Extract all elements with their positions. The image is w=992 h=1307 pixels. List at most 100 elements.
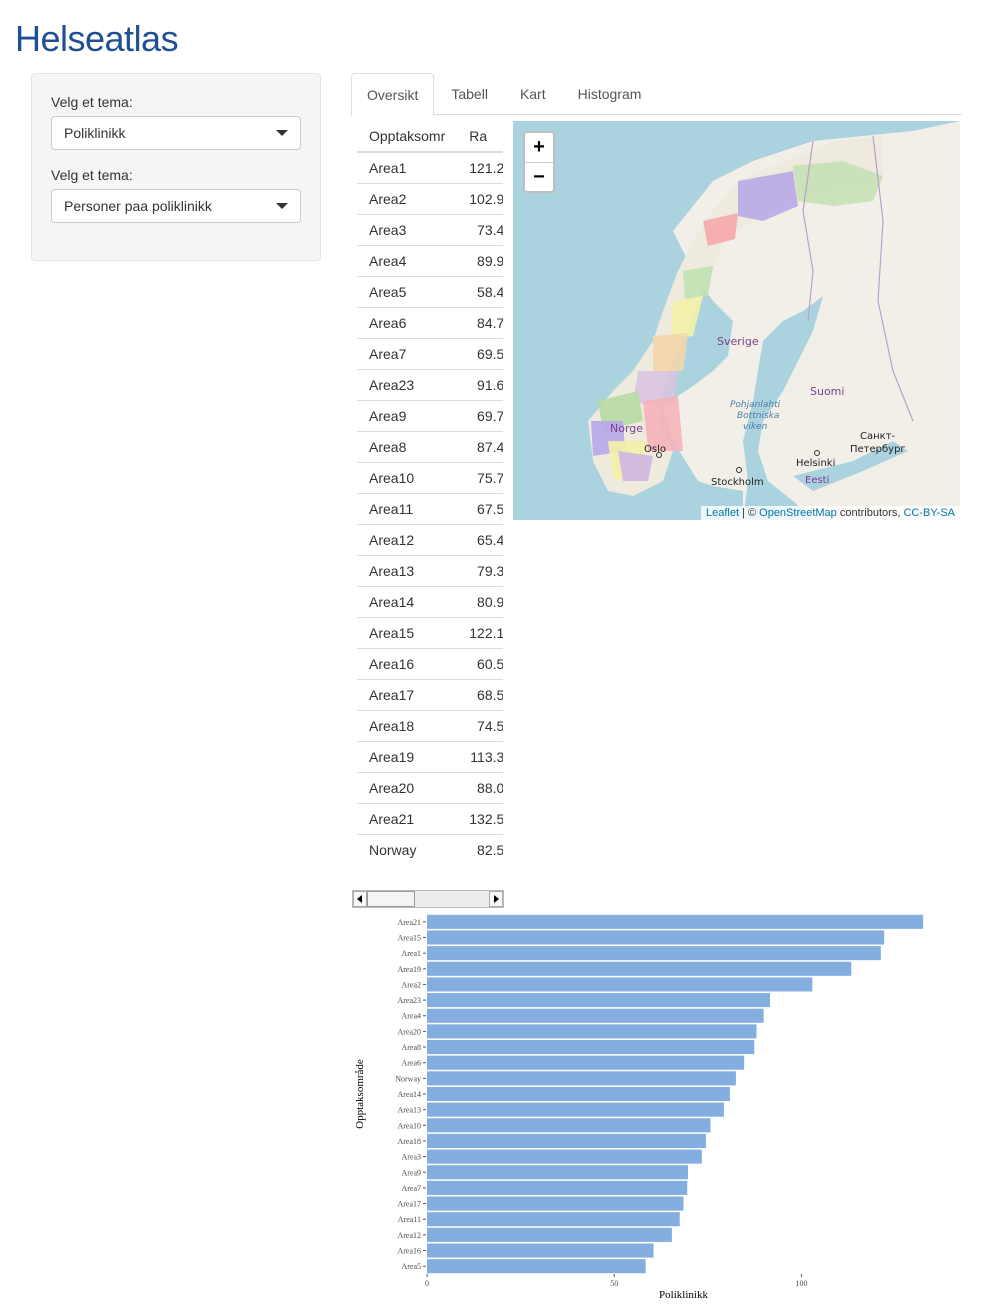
y-tick-label: Area21: [397, 918, 421, 927]
column-header-rate[interactable]: Ra: [457, 121, 503, 153]
cell-area: Area10: [357, 461, 458, 493]
cell-rate: 89.9: [457, 244, 503, 276]
bar-chart-svg: Area21 Area15 Area1 Area19 Area2 Area23 Area4 A…: [354, 914, 924, 1301]
sidebar-panel: Velg et tema: Poliklinikk Velg et tema: …: [31, 73, 321, 261]
y-tick-label: Area4: [401, 1012, 421, 1021]
table-row: Area5 58.4: [357, 275, 503, 307]
cell-rate: 80.9: [457, 585, 503, 617]
cell-rate: 79.3: [457, 554, 503, 586]
scrollbar-thumb[interactable]: [367, 891, 415, 907]
table-row: Area14 80.9: [357, 585, 503, 617]
region-yellow: [671, 296, 703, 339]
cell-rate: 132.5: [457, 802, 503, 834]
bar: [427, 946, 881, 961]
cell-rate: 69.7: [457, 399, 503, 431]
table-row: Area21 132.5: [357, 802, 503, 834]
y-tick-label: Area9: [401, 1168, 421, 1177]
table-row: Area13 79.3: [357, 554, 503, 586]
cell-area: Area21: [357, 802, 458, 834]
bar: [427, 1149, 702, 1164]
y-tick-label: Area16: [397, 1247, 421, 1256]
x-tick-label: 0: [425, 1279, 429, 1288]
zoom-out-button[interactable]: −: [525, 162, 553, 191]
scroll-left-arrow-icon[interactable]: [353, 891, 367, 907]
table-row: Area7 69.5: [357, 337, 503, 369]
theme-select-label: Velg et tema:: [51, 94, 133, 110]
y-tick-label: Area7: [401, 1184, 421, 1193]
region-red-north: [703, 213, 738, 246]
license-link[interactable]: CC-BY-SA: [903, 507, 955, 519]
cell-area: Area7: [357, 337, 458, 369]
cell-area: Area6: [357, 306, 458, 338]
leaflet-map[interactable]: Sverige Suomi Norge Oslo Stockholm Helsi…: [513, 121, 960, 520]
bar: [427, 1071, 736, 1086]
leaflet-link[interactable]: Leaflet: [705, 507, 739, 519]
y-tick-label: Area14: [397, 1090, 421, 1099]
cell-rate: 122.1: [457, 616, 503, 648]
region-lilac-south: [618, 451, 653, 481]
cell-rate: 121.2: [457, 151, 503, 183]
cell-rate: 68.5: [457, 678, 503, 710]
y-tick-label: Area3: [401, 1153, 421, 1162]
table-horizontal-scrollbar[interactable]: [352, 890, 504, 908]
cell-area: Area17: [357, 678, 458, 710]
region-lilac: [633, 371, 678, 406]
table-row: Area11 67.5: [357, 492, 503, 524]
bar: [427, 1102, 724, 1117]
table-row: Area15 122.1: [357, 616, 503, 648]
bar: [427, 1118, 711, 1133]
y-tick-label: Area23: [397, 996, 421, 1005]
table-row: Area10 75.7: [357, 461, 503, 493]
bar: [427, 1259, 646, 1274]
label-oslo: Oslo: [644, 444, 666, 455]
measure-select[interactable]: Personer paa poliklinikk: [51, 189, 301, 223]
cell-area: Area20: [357, 771, 458, 803]
bar: [427, 1055, 745, 1070]
y-tick-label: Area8: [401, 1043, 421, 1052]
cell-rate: 67.5: [457, 492, 503, 524]
attribution-separator: | ©: [739, 507, 760, 519]
tab-tabell[interactable]: Tabell: [451, 86, 488, 102]
scroll-right-arrow-icon[interactable]: [489, 891, 503, 907]
theme-select[interactable]: Poliklinikk: [51, 116, 301, 150]
osm-link[interactable]: OpenStreetMap: [759, 507, 837, 519]
tab-kart[interactable]: Kart: [519, 86, 546, 102]
y-tick-label: Area2: [401, 980, 421, 989]
y-tick-label: Area15: [397, 933, 421, 942]
table-row: Norway 82.5: [357, 833, 503, 865]
region-orange: [653, 333, 688, 371]
bar: [427, 1243, 654, 1258]
label-suomi: Suomi: [810, 385, 844, 398]
y-tick-label: Area5: [401, 1262, 421, 1271]
label-spb-1: Санкт-: [860, 431, 896, 442]
table-row: Area3 73.4: [357, 213, 503, 245]
measure-select-label: Velg et tema:: [51, 167, 133, 183]
bar: [427, 1040, 755, 1055]
x-tick-label: 50: [610, 1279, 618, 1288]
region-pink-east: [643, 396, 683, 451]
bar: [427, 914, 924, 929]
cell-rate: 60.5: [457, 647, 503, 679]
tab-oversikt[interactable]: Oversikt: [351, 73, 435, 116]
tab-histogram[interactable]: Histogram: [577, 86, 642, 102]
label-spb-2: Петербург: [850, 444, 906, 455]
map-tiles: Sverige Suomi Norge Oslo Stockholm Helsi…: [588, 121, 960, 520]
column-header-area[interactable]: Opptaksomr: [357, 121, 458, 153]
label-bothnia-1: Pohjanlahti: [730, 400, 781, 410]
zoom-in-button[interactable]: +: [533, 136, 545, 158]
cell-area: Area19: [357, 740, 458, 772]
cell-area: Norway: [357, 833, 458, 865]
x-axis-title: Poliklinikk: [659, 1289, 708, 1300]
theme-select-value: Poliklinikk: [64, 125, 126, 141]
cell-rate: 74.5: [457, 709, 503, 741]
table-row: Area17 68.5: [357, 678, 503, 710]
stockholm-marker: [736, 467, 742, 473]
x-tick-label: 100: [795, 1279, 807, 1288]
bar: [427, 977, 813, 992]
cell-rate: 58.4: [457, 275, 503, 307]
cell-rate: 102.9: [457, 182, 503, 214]
bar: [427, 1212, 680, 1227]
gulf-of-bothnia: [743, 296, 823, 520]
cell-rate: 91.6: [457, 368, 503, 400]
cell-area: Area3: [357, 213, 458, 245]
